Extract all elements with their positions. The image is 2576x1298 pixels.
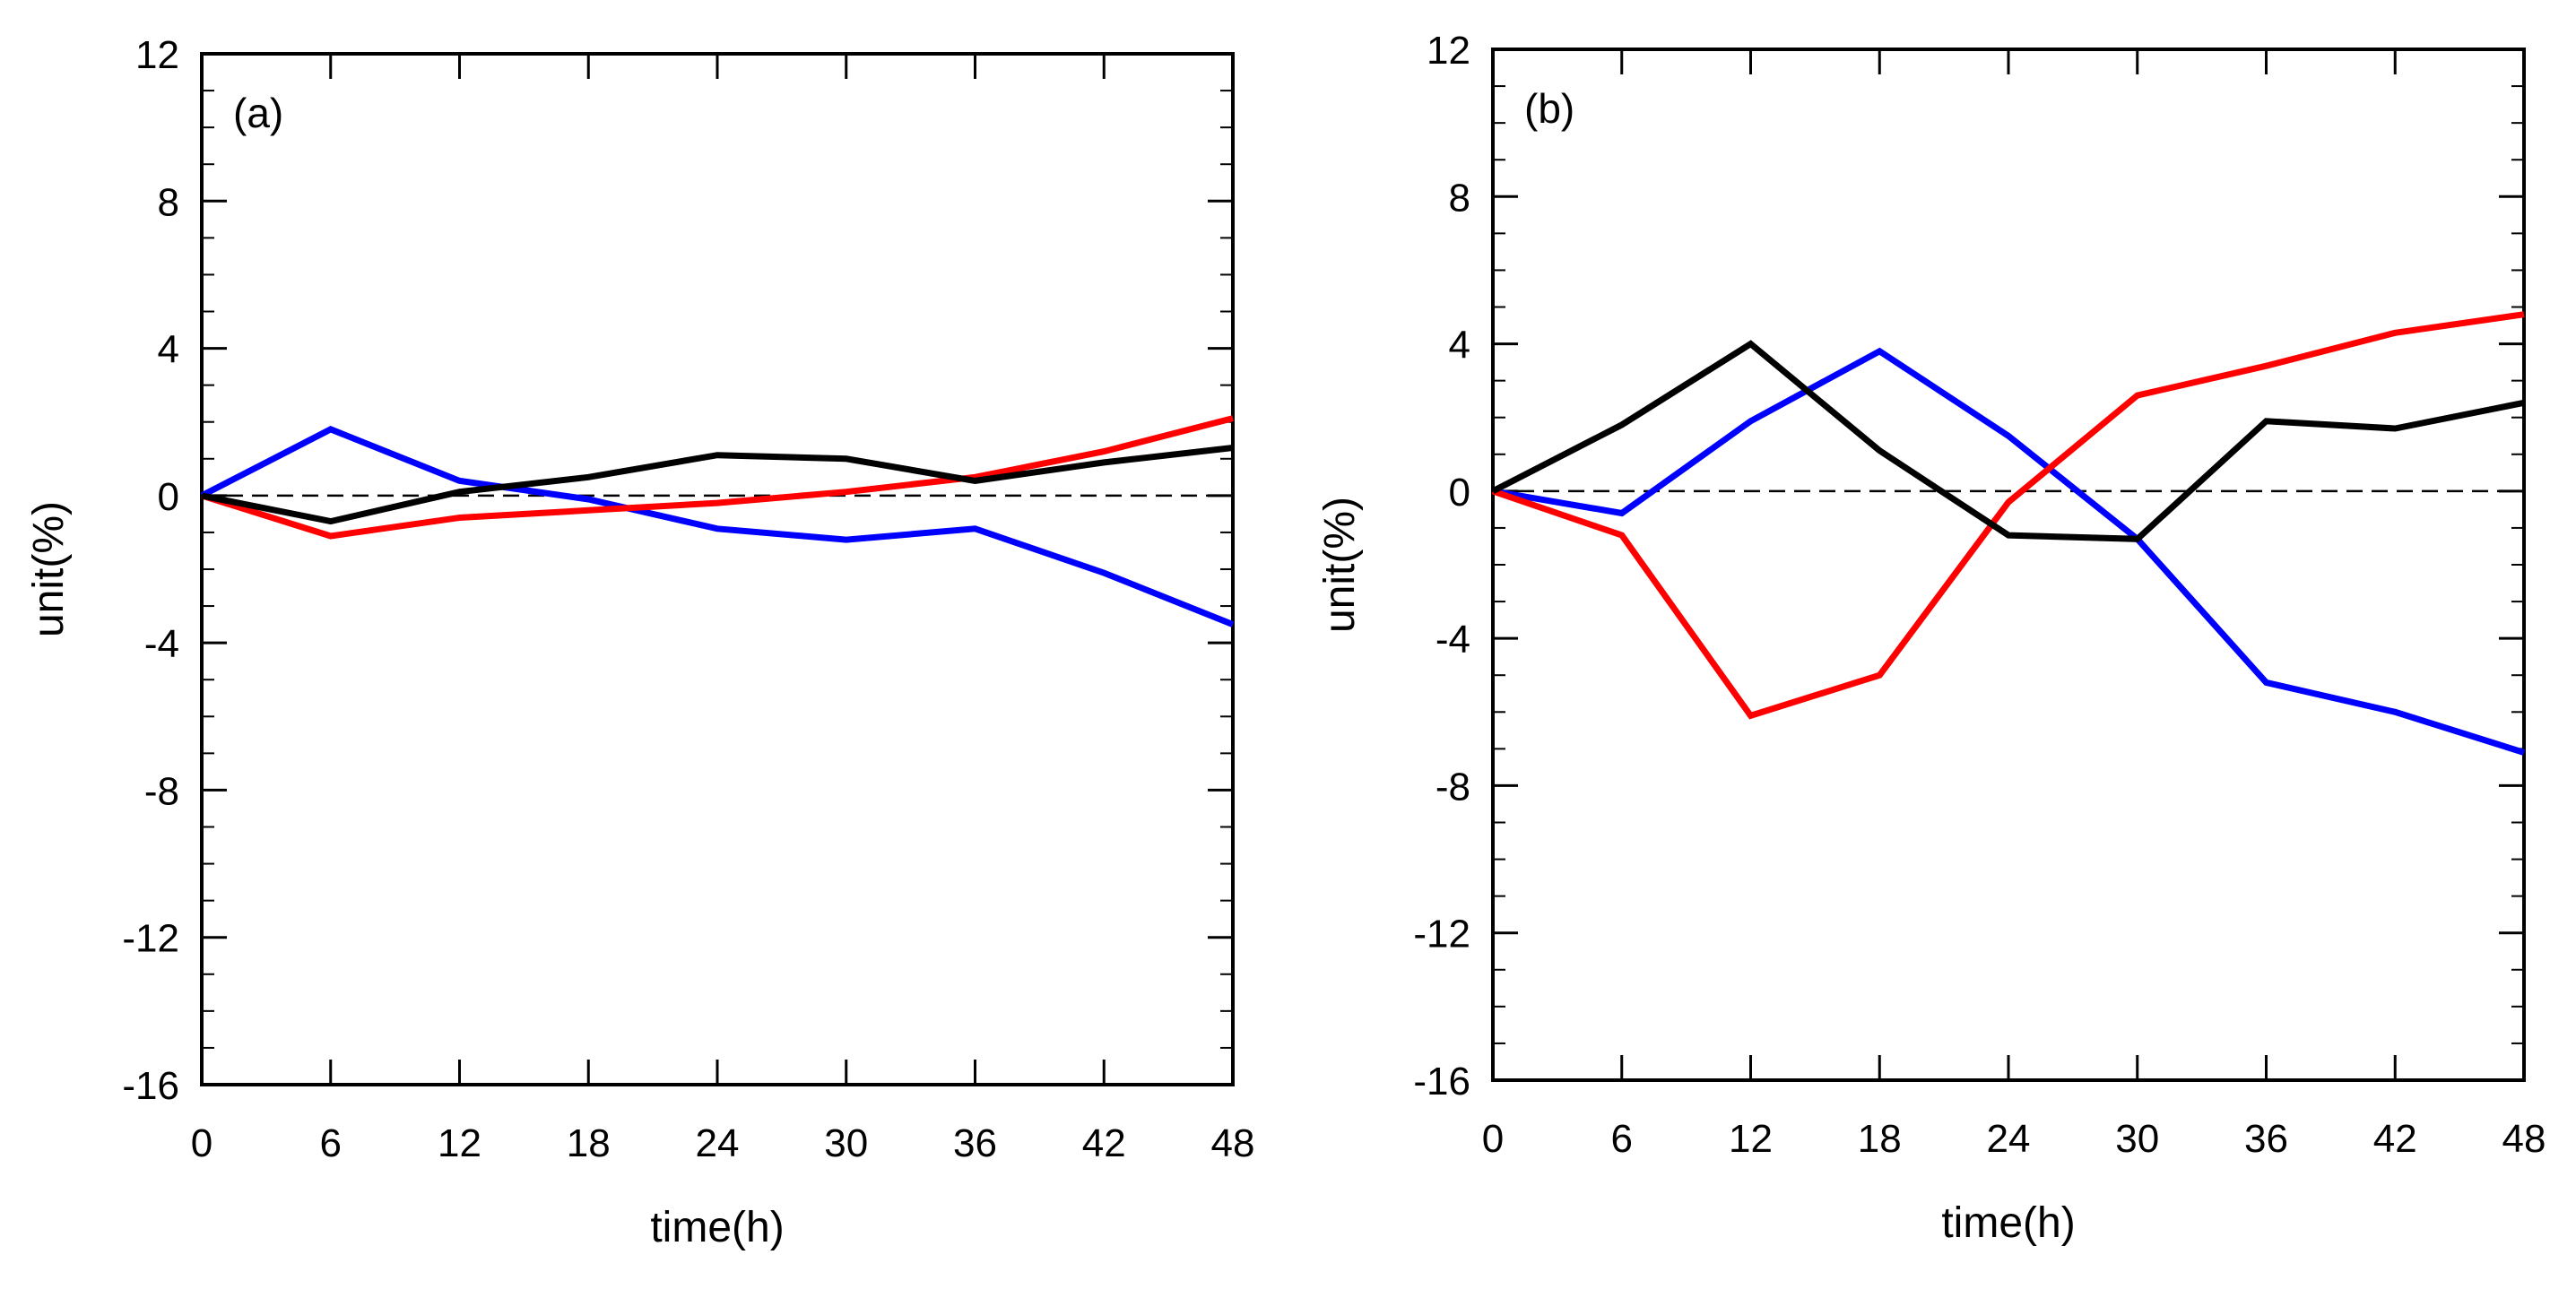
panel-b-x-tick-label: 12 — [1729, 1117, 1773, 1161]
panel-b-x-tick-label: 36 — [2244, 1117, 2288, 1161]
panel-b-x-tick-label: 18 — [1858, 1117, 1902, 1161]
panel-b-x-tick-label: 30 — [2115, 1117, 2159, 1161]
panel-a-y-tick-label: 12 — [135, 33, 179, 77]
panel-a-x-tick-label: 42 — [1082, 1121, 1126, 1165]
panel-a-plot-frame — [200, 52, 1235, 1086]
panel-b-y-tick-label: 12 — [1427, 29, 1470, 73]
panel-a: 0 6 12 18 24 30 36 42 48 12 8 4 0 -4 -8 -12 -16 time(h) un… — [25, 33, 1254, 1251]
panel-a-series-blue — [200, 426, 1235, 627]
panel-b-y-tick-label: -4 — [1435, 618, 1470, 662]
panel-b-x-axis-label: time(h) — [1941, 1199, 2075, 1247]
panel-a-y-axis-label: unit(%) — [25, 501, 73, 637]
panel-a-x-tick-label: 36 — [953, 1121, 997, 1165]
panel-a-x-tick-label: 12 — [438, 1121, 481, 1165]
panel-a-x-tick-label: 0 — [191, 1121, 212, 1165]
panel-b-y-tick-label: -8 — [1435, 765, 1470, 809]
panel-b-y-axis-label: unit(%) — [1316, 497, 1364, 633]
panel-b-panel-label: (b) — [1524, 85, 1574, 132]
panel-a-series-black — [201, 445, 1234, 525]
panel-b-series-black — [1491, 340, 2525, 542]
panel-b-y-tick-label: 8 — [1449, 176, 1470, 220]
panel-b-x-tick-label: 24 — [1987, 1117, 2031, 1161]
panel-a-x-tick-label: 24 — [696, 1121, 740, 1165]
panel-b: 0 6 12 18 24 30 36 42 48 12 8 4 0 -4 -8 -12 -16 time(h) un… — [1316, 29, 2546, 1247]
panel-a-x-axis-label: time(h) — [650, 1204, 784, 1251]
panel-b-y-tick-label: -16 — [1413, 1060, 1470, 1103]
panel-b-series-red — [1491, 311, 2525, 720]
panel-a-y-tick-label: -8 — [144, 769, 179, 813]
panel-b-series-blue — [1492, 347, 2526, 756]
panel-a-x-tick-label: 6 — [320, 1121, 342, 1165]
panel-a-x-tick-label: 48 — [1211, 1121, 1255, 1165]
panel-a-y-tick-label: 8 — [158, 180, 179, 224]
panel-a-y-tick-label: -12 — [122, 917, 179, 961]
panel-b-x-tick-label: 48 — [2502, 1117, 2546, 1161]
panel-b-y-tick-label: 0 — [1449, 471, 1470, 515]
panel-a-x-tick-label: 18 — [567, 1121, 611, 1165]
panel-b-plot-frame — [1491, 48, 2526, 1082]
panel-a-y-tick-label: 0 — [158, 475, 179, 519]
panel-a-y-tick-label: -16 — [122, 1064, 179, 1108]
panel-b-x-tick-label: 42 — [2373, 1117, 2417, 1161]
panel-b-y-tick-label: 4 — [1449, 324, 1470, 368]
panel-a-panel-label: (a) — [233, 90, 283, 136]
panel-b-x-tick-label: 6 — [1611, 1117, 1633, 1161]
panel-a-series-red — [200, 415, 1234, 540]
panel-a-x-tick-label: 30 — [824, 1121, 868, 1165]
panel-a-y-tick-label: 4 — [158, 328, 179, 372]
panel-b-y-tick-label: -12 — [1413, 913, 1470, 956]
panel-a-y-tick-label: -4 — [144, 622, 179, 666]
panel-b-x-tick-label: 0 — [1482, 1117, 1504, 1161]
